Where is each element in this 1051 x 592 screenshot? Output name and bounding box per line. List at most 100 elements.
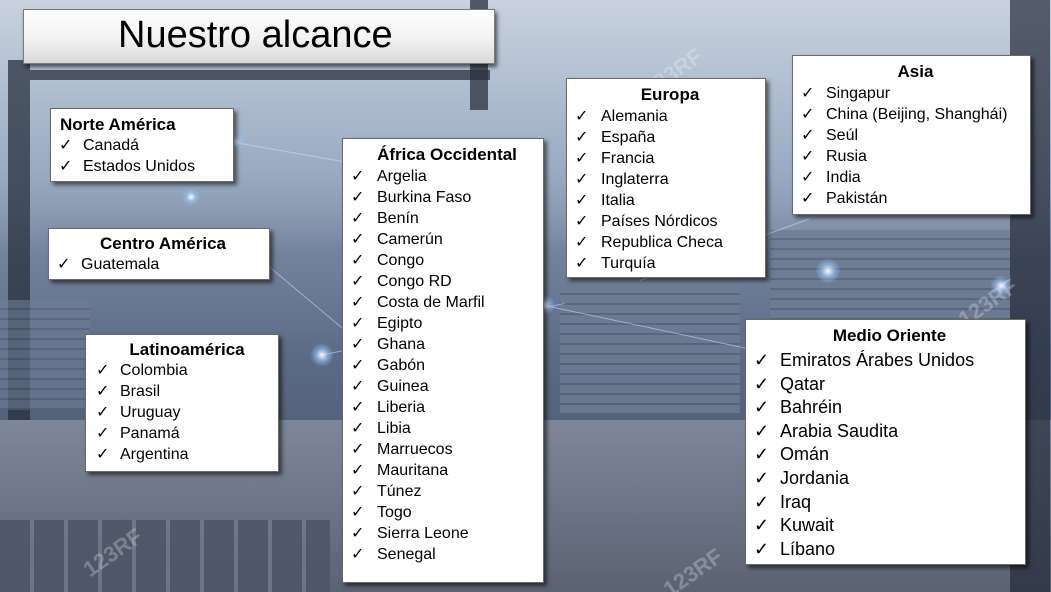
country-list: ✓ Guatemala: [57, 254, 269, 275]
country-item: ✓ Colombia: [96, 360, 278, 381]
country-item: ✓ Emiratos Árabes Unidos: [754, 349, 1025, 373]
country-item: ✓ Sierra Leone: [351, 523, 543, 544]
country-name: Gabón: [377, 357, 426, 374]
country-item: ✓ Mauritana: [351, 460, 543, 481]
region-panel-latinoamerica: Latinoamérica ✓ Colombia ✓ Brasil ✓ Uruguay ✓ P…: [85, 334, 279, 472]
country-item: ✓ Kuwait: [754, 514, 1025, 538]
country-name: Republica Checa: [601, 234, 723, 251]
country-name: Turquía: [601, 255, 656, 272]
country-name: Francia: [601, 150, 655, 167]
country-name: India: [826, 169, 861, 186]
country-item: ✓ Liberia: [351, 397, 543, 418]
network-node-glow: [815, 258, 841, 284]
checkmark-icon: ✓: [801, 148, 815, 165]
country-name: Países Nórdicos: [601, 213, 718, 230]
checkmark-icon: ✓: [754, 350, 770, 370]
checkmark-icon: ✓: [351, 525, 365, 542]
country-name: Pakistán: [826, 190, 888, 207]
country-name: Guinea: [377, 378, 429, 395]
country-item: ✓ Camerún: [351, 229, 543, 250]
country-item: ✓ Argentina: [96, 444, 278, 465]
country-list: ✓ Emiratos Árabes Unidos ✓ Qatar ✓ Bahréin ✓ Ar…: [754, 349, 1025, 561]
country-name: Burkina Faso: [377, 189, 472, 206]
checkmark-icon: ✓: [351, 315, 365, 332]
region-heading: Centro América: [100, 234, 226, 253]
country-name: Panamá: [120, 425, 180, 442]
country-name: Argelia: [377, 168, 427, 185]
checkmark-icon: ✓: [801, 85, 815, 102]
checkmark-icon: ✓: [575, 108, 589, 125]
container-stack: [560, 285, 740, 415]
country-name: Senegal: [377, 546, 436, 563]
country-name: Bahréin: [780, 397, 843, 418]
country-name: Mauritana: [377, 462, 449, 479]
country-name: Libia: [377, 420, 411, 437]
country-list: ✓ Colombia ✓ Brasil ✓ Uruguay ✓ Panamá ✓ Argentin…: [96, 360, 278, 465]
region-heading: Medio Oriente: [832, 326, 947, 345]
country-name: Sierra Leone: [377, 525, 469, 542]
checkmark-icon: ✓: [754, 420, 770, 441]
country-item: ✓ Ghana: [351, 334, 543, 355]
country-name: Uruguay: [120, 404, 181, 421]
checkmark-icon: ✓: [351, 252, 365, 269]
region-panel-norte-america: Norte América ✓ Canadá ✓ Estados Unidos: [50, 108, 234, 182]
country-list: ✓ Alemania ✓ España ✓ Francia ✓ Inglaterra ✓ Ital…: [575, 106, 765, 274]
country-name: China (Beijing, Shanghái): [826, 106, 1008, 123]
checkmark-icon: ✓: [96, 383, 110, 400]
checkmark-icon: ✓: [351, 210, 365, 227]
country-name: Líbano: [780, 538, 836, 559]
region-panel-asia: Asia ✓ Singapur ✓ China (Beijing, Shanghái)…: [792, 55, 1031, 215]
country-name: Arabia Saudita: [780, 420, 899, 441]
container-stack: [0, 300, 90, 410]
country-name: Brasil: [120, 383, 161, 400]
checkmark-icon: ✓: [754, 373, 770, 394]
country-item: ✓ Benín: [351, 208, 543, 229]
checkmark-icon: ✓: [575, 234, 589, 251]
country-name: España: [601, 129, 656, 146]
checkmark-icon: ✓: [351, 336, 365, 353]
checkmark-icon: ✓: [351, 441, 365, 458]
country-name: Benín: [377, 210, 419, 227]
country-item: ✓ Líbano: [754, 538, 1025, 562]
country-name: Guatemala: [81, 256, 160, 273]
country-item: ✓ Togo: [351, 502, 543, 523]
checkmark-icon: ✓: [754, 397, 770, 418]
country-item: ✓ Estados Unidos: [59, 156, 233, 177]
country-item: ✓ Brasil: [96, 381, 278, 402]
region-heading: Norte América: [60, 115, 176, 134]
checkmark-icon: ✓: [801, 106, 815, 123]
country-name: Emiratos Árabes Unidos: [780, 350, 975, 370]
checkmark-icon: ✓: [59, 158, 73, 175]
checkmark-icon: ✓: [754, 491, 770, 512]
checkmark-icon: ✓: [96, 446, 110, 463]
country-item: ✓ Países Nórdicos: [575, 211, 765, 232]
country-name: Qatar: [780, 373, 826, 394]
region-heading: Latinoamérica: [129, 340, 245, 359]
country-item: ✓ Republica Checa: [575, 232, 765, 253]
country-item: ✓ India: [801, 167, 1030, 188]
checkmark-icon: ✓: [575, 150, 589, 167]
checkmark-icon: ✓: [96, 404, 110, 421]
checkmark-icon: ✓: [754, 538, 770, 559]
country-name: Marruecos: [377, 441, 453, 458]
country-item: ✓ Marruecos: [351, 439, 543, 460]
checkmark-icon: ✓: [351, 399, 365, 416]
crane-beam: [30, 70, 490, 80]
country-name: Togo: [377, 504, 412, 521]
country-item: ✓ China (Beijing, Shanghái): [801, 104, 1030, 125]
checkmark-icon: ✓: [575, 171, 589, 188]
country-item: ✓ Francia: [575, 148, 765, 169]
country-item: ✓ Burkina Faso: [351, 187, 543, 208]
title-box: Nuestro alcance: [23, 9, 495, 64]
region-panel-centro-america: Centro América ✓ Guatemala: [48, 228, 270, 280]
country-item: ✓ Pakistán: [801, 188, 1030, 209]
checkmark-icon: ✓: [754, 467, 770, 488]
country-item: ✓ Alemania: [575, 106, 765, 127]
country-item: ✓ Singapur: [801, 83, 1030, 104]
checkmark-icon: ✓: [351, 357, 365, 374]
country-name: Canadá: [83, 137, 140, 154]
country-item: ✓ España: [575, 127, 765, 148]
country-item: ✓ Jordania: [754, 467, 1025, 491]
region-heading: África Occidental: [377, 145, 517, 164]
